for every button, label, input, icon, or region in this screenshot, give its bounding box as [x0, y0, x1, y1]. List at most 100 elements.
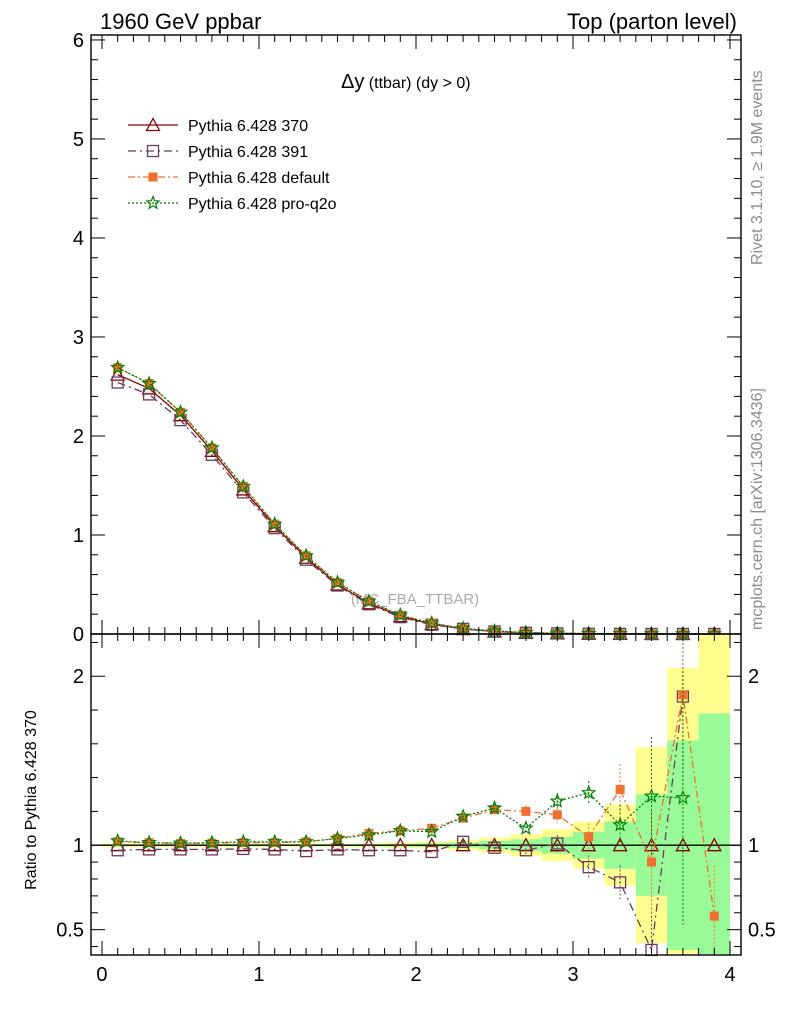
ratio-point — [488, 841, 501, 854]
mcplots-label: mcplots.cern.ch [arXiv:1306.3436] — [749, 388, 766, 630]
main-ytick-label: 2 — [73, 426, 84, 448]
ratio-point — [235, 833, 252, 849]
legend-marker — [146, 144, 160, 158]
ratio-point — [709, 911, 719, 921]
legend: Pythia 6.428 370 Pythia 6.428 391 Pythia 6… — [128, 117, 337, 213]
legend-marker — [148, 172, 158, 182]
ratio-reference-point — [329, 837, 346, 852]
ratio-ytick-label-right: 1 — [748, 835, 759, 857]
ratio-point — [425, 845, 438, 859]
main-point — [109, 359, 126, 375]
ratio-ytick-label-left: 2 — [73, 666, 84, 688]
ratio-xtick-label: 0 — [96, 964, 107, 986]
ratio-point — [423, 823, 440, 839]
legend-entry-2: Pythia 6.428 default — [128, 170, 330, 187]
header-right: Top (parton level) — [567, 9, 737, 34]
legend-label: Pythia 6.428 pro-q2o — [188, 196, 337, 213]
ratio-xtick-label: 2 — [410, 964, 421, 986]
ratio-reference-point — [675, 837, 691, 852]
main-point — [298, 547, 314, 563]
main-ytick-label: 0 — [73, 624, 84, 646]
ratio-ytick-label-right: 2 — [748, 666, 759, 688]
main-ytick-label: 1 — [73, 525, 84, 547]
ratio-point — [552, 810, 562, 820]
ratio-point — [584, 832, 594, 842]
ratio-point — [612, 816, 628, 832]
ratio-point — [580, 784, 597, 800]
ratio-point — [141, 834, 157, 850]
ratio-reference-point — [706, 837, 722, 852]
title-symbol: Δy — [341, 71, 364, 93]
ratio-point — [329, 830, 346, 846]
ratio-xtick-label: 4 — [724, 964, 735, 986]
ratio-series-line — [117, 792, 683, 844]
main-point — [423, 614, 440, 630]
main-point — [235, 478, 252, 494]
main-ytick-label: 5 — [73, 129, 84, 151]
ratio-plot-panel: 0.5 0.5 1 1 2 2 0 1 2 3 4 — [56, 633, 776, 986]
main-ytick-label: 6 — [73, 30, 84, 52]
main-point — [329, 574, 346, 590]
ratio-series-0 — [111, 635, 690, 957]
ratio-xtick-label: 3 — [567, 964, 578, 986]
main-plot-panel: 0 1 2 3 4 5 6 — [73, 30, 742, 646]
ratio-point — [678, 690, 688, 700]
ratio-point — [551, 837, 564, 850]
legend-entry-1: Pythia 6.428 391 — [128, 144, 308, 161]
ratio-series-2 — [109, 671, 691, 925]
ratio-point — [331, 843, 344, 856]
ratio-point — [675, 789, 691, 805]
ratio-point — [521, 806, 531, 816]
ratio-y-axis-label: Ratio to Pythia 6.428 370 — [23, 710, 40, 890]
main-point — [361, 593, 377, 608]
ratio-point — [519, 844, 533, 857]
legend-label: Pythia 6.428 370 — [188, 118, 308, 135]
ratio-reference-point — [455, 837, 471, 852]
main-point — [142, 388, 156, 401]
ratio-ytick-label-right: 0.5 — [748, 920, 776, 942]
ratio-point — [455, 808, 471, 824]
ratio-series-line — [117, 694, 715, 917]
legend-marker — [145, 194, 161, 210]
main-plot-title: Δy (ttbar) (dy > 0) — [341, 71, 471, 93]
ratio-ytick-label-left: 0.5 — [56, 920, 84, 942]
ratio-point — [582, 860, 595, 874]
ratio-point — [270, 838, 280, 848]
ratio-point — [549, 793, 566, 808]
ratio-reference-point — [486, 837, 503, 852]
title-rest: (ttbar) (dy > 0) — [364, 75, 470, 92]
main-point — [172, 404, 189, 419]
ratio-xtick-label: 1 — [253, 964, 264, 986]
ratio-point — [456, 835, 470, 848]
ratio-point — [394, 844, 407, 857]
ratio-point — [615, 784, 625, 794]
main-point — [392, 607, 409, 622]
legend-entry-0: Pythia 6.428 370 — [128, 117, 308, 135]
legend-label: Pythia 6.428 391 — [188, 144, 308, 161]
legend-label: Pythia 6.428 default — [188, 170, 330, 187]
ratio-point — [238, 838, 248, 848]
ratio-point — [643, 788, 660, 803]
ratio-point — [362, 844, 376, 857]
ratio-point — [298, 833, 314, 849]
main-ytick-label: 3 — [73, 327, 84, 349]
analysis-watermark: (MC_FBA_TTBAR) — [351, 591, 479, 608]
legend-marker — [145, 117, 161, 132]
header-left: 1960 GeV ppbar — [100, 9, 261, 34]
ratio-point — [109, 832, 126, 848]
ratio-point — [613, 876, 627, 889]
main-point — [110, 366, 126, 381]
ratio-point — [266, 833, 283, 849]
main-ytick-label: 4 — [73, 228, 84, 250]
ratio-point — [361, 826, 377, 842]
main-point — [111, 376, 124, 389]
rivet-label: Rivet 3.1.10, ≥ 1.9M events — [749, 70, 766, 265]
main-point — [141, 375, 157, 391]
ratio-point — [647, 857, 657, 867]
ratio-point — [172, 835, 189, 850]
ratio-point — [518, 820, 534, 835]
ratio-series-1 — [113, 635, 719, 954]
ratio-reference-point — [612, 837, 628, 852]
ratio-point — [392, 822, 409, 838]
